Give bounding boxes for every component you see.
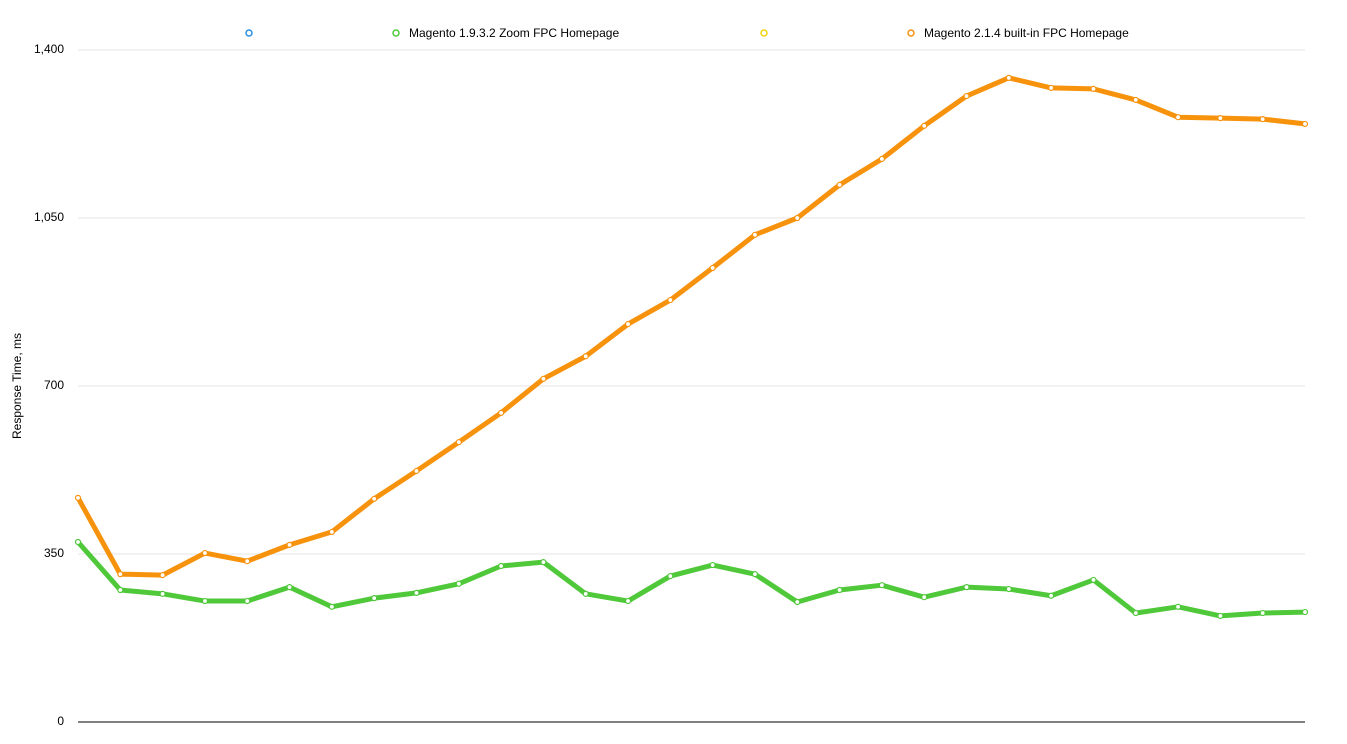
data-point [328, 528, 335, 536]
data-point [498, 562, 505, 570]
data-point [455, 580, 462, 587]
data-point [1132, 96, 1139, 104]
data-point [117, 571, 124, 578]
series-line [76, 540, 1306, 619]
y-tick-label: 1,400 [34, 42, 64, 56]
data-point [836, 586, 843, 594]
data-point [709, 264, 716, 272]
data-point [1217, 115, 1224, 122]
series-line [75, 75, 1306, 578]
data-point [286, 584, 293, 591]
data-point [751, 231, 759, 238]
data-point [74, 538, 82, 546]
data-point [921, 594, 928, 601]
data-point [1048, 84, 1055, 92]
data-point [624, 320, 632, 328]
y-tick-label: 350 [44, 546, 64, 560]
data-point [709, 561, 716, 569]
data-point [1174, 603, 1182, 610]
data-point [1132, 609, 1139, 617]
y-tick-label: 0 [57, 714, 64, 728]
y-tick-label: 1,050 [34, 210, 64, 224]
data-point [1005, 74, 1012, 81]
data-point [371, 595, 378, 602]
data-point [1301, 120, 1309, 128]
data-point [794, 214, 801, 222]
data-point [244, 597, 251, 605]
data-point [1259, 116, 1266, 123]
data-point [413, 589, 420, 596]
data-point [921, 122, 928, 129]
data-point [74, 494, 82, 501]
data-point [201, 597, 209, 605]
data-point [624, 597, 632, 605]
data-point [1005, 585, 1012, 593]
legend-marker [907, 29, 915, 37]
data-point [413, 467, 420, 475]
data-point [159, 590, 166, 597]
data-point [1090, 85, 1097, 92]
legend-marker [392, 29, 400, 37]
data-point [963, 584, 970, 591]
legend-label: Magento 2.1.4 built-in FPC Homepage [924, 26, 1129, 40]
data-point [371, 495, 378, 502]
data-point [159, 572, 166, 579]
data-point [878, 582, 885, 589]
data-point [540, 375, 547, 382]
data-point [751, 571, 759, 578]
data-point [836, 181, 843, 188]
data-point [540, 559, 547, 566]
data-point [201, 549, 209, 557]
legend-marker [760, 29, 768, 37]
data-point [963, 92, 970, 100]
data-point [1090, 576, 1097, 584]
data-point [794, 598, 801, 606]
legend-label: Magento 1.9.3.2 Zoom FPC Homepage [409, 26, 619, 40]
data-point [1301, 608, 1309, 616]
data-point [878, 155, 885, 163]
data-point [1048, 592, 1055, 599]
data-point [1259, 609, 1266, 617]
data-point [582, 353, 589, 360]
data-point [582, 590, 589, 597]
data-point [117, 586, 124, 594]
data-point [1217, 612, 1224, 620]
data-point [455, 439, 462, 446]
legend-marker [245, 29, 253, 37]
data-point [667, 572, 674, 580]
y-tick-label: 700 [44, 378, 64, 392]
data-point [1174, 114, 1182, 121]
data-point [667, 296, 674, 304]
data-point [244, 558, 251, 565]
data-point [286, 541, 293, 548]
data-point [498, 409, 505, 416]
data-point [328, 603, 335, 610]
y-axis-label: Response Time, ms [10, 333, 24, 439]
